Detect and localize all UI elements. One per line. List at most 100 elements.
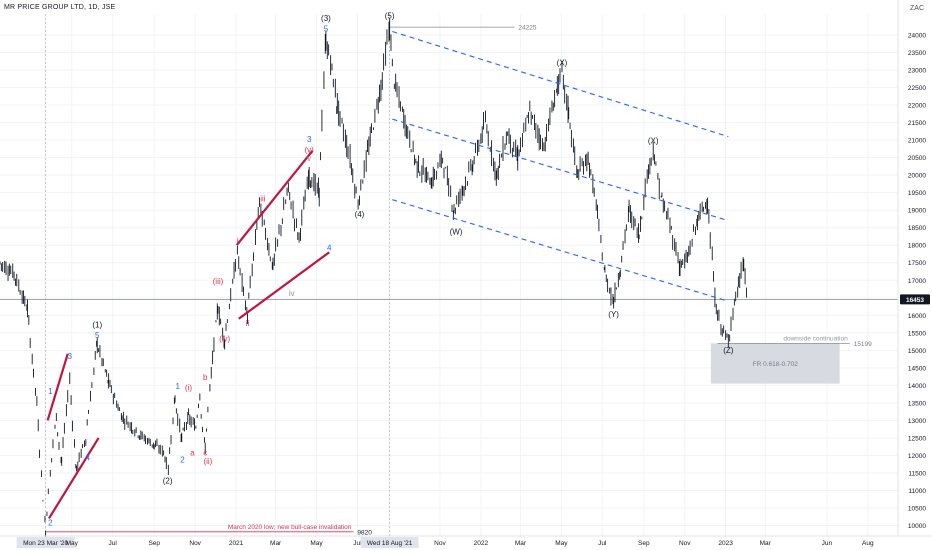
- x-tick-label: Mar: [270, 540, 282, 547]
- channel-line: [392, 199, 729, 302]
- y-tick-label: 19500: [908, 190, 926, 197]
- y-tick-label: 17500: [908, 260, 926, 267]
- wave-label: (Z): [723, 346, 734, 355]
- x-tick-label: Sep: [148, 540, 160, 547]
- wave-label: 4: [86, 454, 91, 463]
- channel-line: [392, 118, 729, 222]
- wave-label: i: [237, 236, 239, 245]
- crosshair-date-tag: [360, 537, 419, 548]
- y-tick-label: 11500: [908, 470, 926, 477]
- trend-line: [46, 353, 69, 421]
- y-tick-label: 13000: [908, 418, 926, 425]
- wave-label: (ii): [203, 457, 212, 466]
- y-tick-label: 21000: [908, 138, 926, 145]
- x-tick-label: Jun: [822, 540, 833, 547]
- x-tick-label: May: [66, 540, 79, 547]
- x-tick-label: Wed 18 Aug '21: [367, 540, 413, 547]
- x-tick-label: Aug: [862, 540, 874, 547]
- y-tick-label: 23500: [908, 50, 926, 57]
- wave-label: a: [190, 448, 195, 457]
- x-tick-label: Jul: [353, 540, 362, 547]
- wave-label: 2: [48, 518, 53, 527]
- x-tick-label: May: [310, 540, 323, 547]
- x-tick-label: Nov: [434, 540, 446, 547]
- level-label-target: 15199: [854, 341, 872, 348]
- wave-label: b: [203, 373, 208, 382]
- wave-label: 2: [180, 455, 185, 464]
- wave-label: (1): [92, 321, 102, 330]
- wave-label: 3: [68, 352, 73, 361]
- wave-label: iii: [260, 194, 266, 203]
- crosshair-date-tag: [16, 537, 75, 548]
- x-tick-label: Sep: [638, 540, 650, 547]
- x-tick-label: Jul: [598, 540, 607, 547]
- wave-label: (iv): [219, 335, 230, 344]
- wave-label: (X): [648, 137, 659, 146]
- wave-label: (iii): [213, 277, 224, 286]
- fib-retracement-box: [710, 343, 840, 384]
- y-tick-label: 24000: [908, 33, 926, 40]
- x-tick-label: 2023: [718, 540, 733, 547]
- price-unit: ZAC: [910, 5, 924, 12]
- y-tick-label: 10500: [908, 505, 926, 512]
- wave-label: (Y): [608, 310, 619, 319]
- wave-label: (4): [355, 210, 365, 219]
- wave-label: 1: [48, 387, 53, 396]
- y-tick-label: 14000: [908, 383, 926, 390]
- channel-line: [392, 30, 729, 138]
- current-price-value: 16453: [906, 297, 924, 304]
- y-tick-label: 11000: [908, 488, 926, 495]
- y-tick-label: 14500: [908, 365, 926, 372]
- level-label-high: 24225: [518, 25, 536, 32]
- wave-label: 4: [327, 243, 332, 252]
- x-tick-label: 2022: [474, 540, 489, 547]
- wave-label: iv: [289, 289, 295, 298]
- wave-label: (i): [185, 384, 192, 393]
- wave-label: (X): [557, 58, 568, 67]
- current-price-tag: [900, 294, 930, 305]
- y-tick-label: 20000: [908, 173, 926, 180]
- fib-box-label: FR 0.618-0.702: [753, 361, 799, 368]
- x-tick-label: Mar: [515, 540, 527, 547]
- y-tick-label: 10000: [908, 523, 926, 530]
- y-tick-label: 21500: [908, 120, 926, 127]
- x-tick-label: Mon 23 Mar '20: [23, 540, 68, 547]
- y-tick-label: 12000: [908, 453, 926, 460]
- y-tick-label: 19000: [908, 208, 926, 215]
- y-tick-label: 23000: [908, 68, 926, 75]
- trend-line: [235, 149, 314, 246]
- y-tick-label: 16000: [908, 313, 926, 320]
- level-note-target: downside continuation: [783, 335, 848, 342]
- wave-label: (2): [163, 476, 173, 485]
- x-tick-label: Nov: [679, 540, 691, 547]
- wave-label: (3): [321, 14, 331, 23]
- x-tick-label: May: [555, 540, 568, 547]
- x-tick-label: Nov: [189, 540, 201, 547]
- x-tick-label: 2021: [229, 540, 244, 547]
- wave-label: (v): [305, 145, 315, 154]
- x-tick-label: Mar: [760, 540, 772, 547]
- wave-label: 5: [95, 331, 100, 340]
- wave-label: (W): [450, 228, 463, 237]
- y-tick-label: 22000: [908, 103, 926, 110]
- trend-line: [238, 251, 330, 320]
- y-tick-label: 15500: [908, 330, 926, 337]
- y-tick-label: 18000: [908, 243, 926, 250]
- wave-label: (5): [385, 12, 395, 21]
- wave-label: 1: [175, 382, 180, 391]
- trend-line: [48, 437, 100, 520]
- y-tick-label: 15000: [908, 348, 926, 355]
- wave-label: 5: [324, 25, 329, 34]
- wave-label: 3: [307, 135, 312, 144]
- wave-label: c: [203, 448, 207, 457]
- y-tick-label: 18500: [908, 225, 926, 232]
- level-note-low: March 2020 low; new bull-case invalidati…: [228, 524, 352, 531]
- y-tick-label: 17000: [908, 278, 926, 285]
- level-label-low: 9820: [357, 529, 372, 536]
- wave-label: ii: [246, 319, 250, 328]
- y-tick-label: 22500: [908, 85, 926, 92]
- y-tick-label: 20500: [908, 155, 926, 162]
- wave-label: v: [307, 154, 311, 163]
- y-tick-label: 12500: [908, 435, 926, 442]
